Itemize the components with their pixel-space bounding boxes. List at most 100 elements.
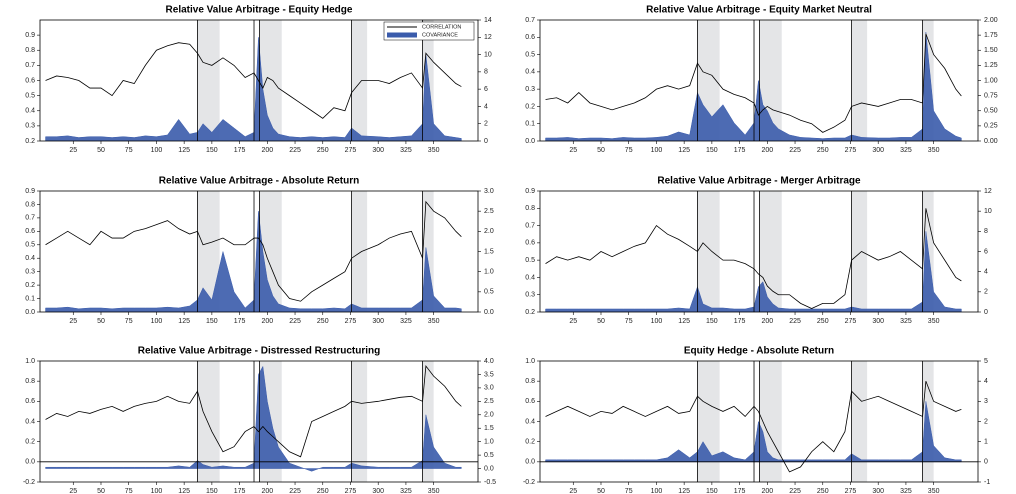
x-tick-label: 350 [428, 488, 440, 494]
x-tick-label: 300 [372, 147, 384, 154]
x-tick-label: 275 [845, 488, 857, 494]
y2-tick-label: -1 [984, 479, 990, 486]
x-tick-label: 250 [317, 318, 329, 325]
x-tick-label: 200 [261, 488, 273, 494]
correlation-line [545, 208, 962, 309]
panel-title: Relative Value Arbitrage - Equity Hedge [166, 5, 353, 16]
y-tick-label: 0.6 [525, 240, 535, 247]
y2-tick-label: -0.5 [484, 479, 496, 486]
legend-label: CORRELATION [422, 24, 461, 30]
y-tick-label: 0.2 [25, 439, 35, 446]
y-tick-label: 0.5 [525, 51, 535, 58]
x-tick-label: 75 [125, 318, 133, 325]
y-tick-label: 0.2 [25, 138, 35, 145]
y-tick-label: 0.3 [525, 292, 535, 299]
x-tick-label: 150 [706, 147, 718, 154]
y2-tick-label: 12 [984, 188, 992, 195]
y2-tick-label: 2 [984, 289, 988, 296]
x-tick-label: 200 [261, 147, 273, 154]
panel: Relative Value Arbitrage - Equity Market… [525, 5, 997, 154]
x-tick-label: 100 [151, 318, 163, 325]
plot-area [45, 361, 462, 482]
x-tick-label: 50 [97, 318, 105, 325]
y-tick-label: 0.0 [25, 459, 35, 466]
y2-tick-label: 0.50 [984, 108, 998, 115]
y2-tick-label: 1.5 [484, 425, 494, 432]
x-tick-label: 150 [206, 488, 218, 494]
x-tick-label: 350 [428, 147, 440, 154]
y2-tick-label: 8 [984, 228, 988, 235]
x-tick-label: 175 [734, 147, 746, 154]
y2-tick-label: 1.25 [984, 62, 998, 69]
x-tick-label: 325 [900, 488, 912, 494]
y-tick-label: 0.0 [525, 459, 535, 466]
shaded-region [851, 361, 868, 482]
x-tick-label: 275 [845, 318, 857, 325]
y2-tick-label: 0 [484, 138, 488, 145]
covariance-area [45, 365, 462, 472]
x-tick-label: 225 [789, 488, 801, 494]
y2-tick-label: 0 [984, 309, 988, 316]
y-tick-label: 0.2 [525, 439, 535, 446]
plot-frame [39, 360, 479, 483]
shaded-region [351, 191, 368, 312]
y-tick-label: -0.2 [23, 479, 35, 486]
x-tick-label: 150 [206, 318, 218, 325]
x-tick-label: 125 [678, 488, 690, 494]
y2-tick-label: 4 [984, 269, 988, 276]
y2-tick-label: 12 [484, 34, 492, 41]
y-tick-label: 0.3 [525, 86, 535, 93]
x-tick-label: 250 [817, 318, 829, 325]
x-tick-label: 100 [151, 147, 163, 154]
plot-area [545, 20, 962, 141]
legend-label: COVARIANCE [422, 32, 458, 38]
x-tick-label: 150 [706, 318, 718, 325]
panel-title: Relative Value Arbitrage - Merger Arbitr… [657, 176, 861, 187]
y2-tick-label: 4 [484, 103, 488, 110]
y-tick-label: 1.0 [25, 358, 35, 365]
y2-tick-label: 2 [984, 418, 988, 425]
x-tick-label: 25 [69, 147, 77, 154]
y2-tick-label: 3.0 [484, 188, 494, 195]
y-tick-label: 0.8 [25, 47, 35, 54]
y2-tick-label: 14 [484, 17, 492, 24]
y-tick-label: 0.1 [525, 121, 535, 128]
y-tick-label: 0.5 [525, 257, 535, 264]
y-tick-label: 0.4 [25, 418, 35, 425]
x-tick-label: 100 [651, 147, 663, 154]
y2-tick-label: 0.25 [984, 123, 998, 130]
x-tick-label: 100 [651, 318, 663, 325]
panel: Relative Value Arbitrage - Absolute Retu… [25, 176, 494, 325]
x-tick-label: 300 [872, 488, 884, 494]
x-tick-label: 325 [400, 488, 412, 494]
x-tick-label: 125 [178, 318, 190, 325]
y2-tick-label: 0.5 [484, 289, 494, 296]
y2-tick-label: 1.5 [484, 248, 494, 255]
x-tick-label: 300 [872, 147, 884, 154]
covariance-area [545, 32, 962, 141]
y2-tick-label: 0.75 [984, 92, 998, 99]
y-tick-label: 0.8 [525, 378, 535, 385]
y2-tick-label: 1.0 [484, 439, 494, 446]
x-tick-label: 150 [706, 488, 718, 494]
x-tick-label: 75 [125, 147, 133, 154]
x-tick-label: 25 [569, 147, 577, 154]
plot-frame [539, 360, 979, 483]
x-tick-label: 75 [125, 488, 133, 494]
y-tick-label: 0.9 [525, 188, 535, 195]
y-tick-label: 0.8 [525, 205, 535, 212]
x-tick-label: 225 [289, 147, 301, 154]
panel-title: Equity Hedge - Absolute Return [684, 346, 834, 357]
y-tick-label: 0.7 [25, 62, 35, 69]
y2-tick-label: 0.5 [484, 452, 494, 459]
shaded-region [697, 191, 720, 312]
y2-tick-label: 0.00 [984, 138, 998, 145]
covariance-area [545, 401, 962, 463]
x-tick-label: 300 [372, 318, 384, 325]
y-tick-label: 0.8 [25, 378, 35, 385]
x-tick-label: 125 [678, 318, 690, 325]
correlation-line [45, 200, 462, 302]
x-tick-label: 50 [97, 147, 105, 154]
correlation-line [545, 33, 962, 133]
